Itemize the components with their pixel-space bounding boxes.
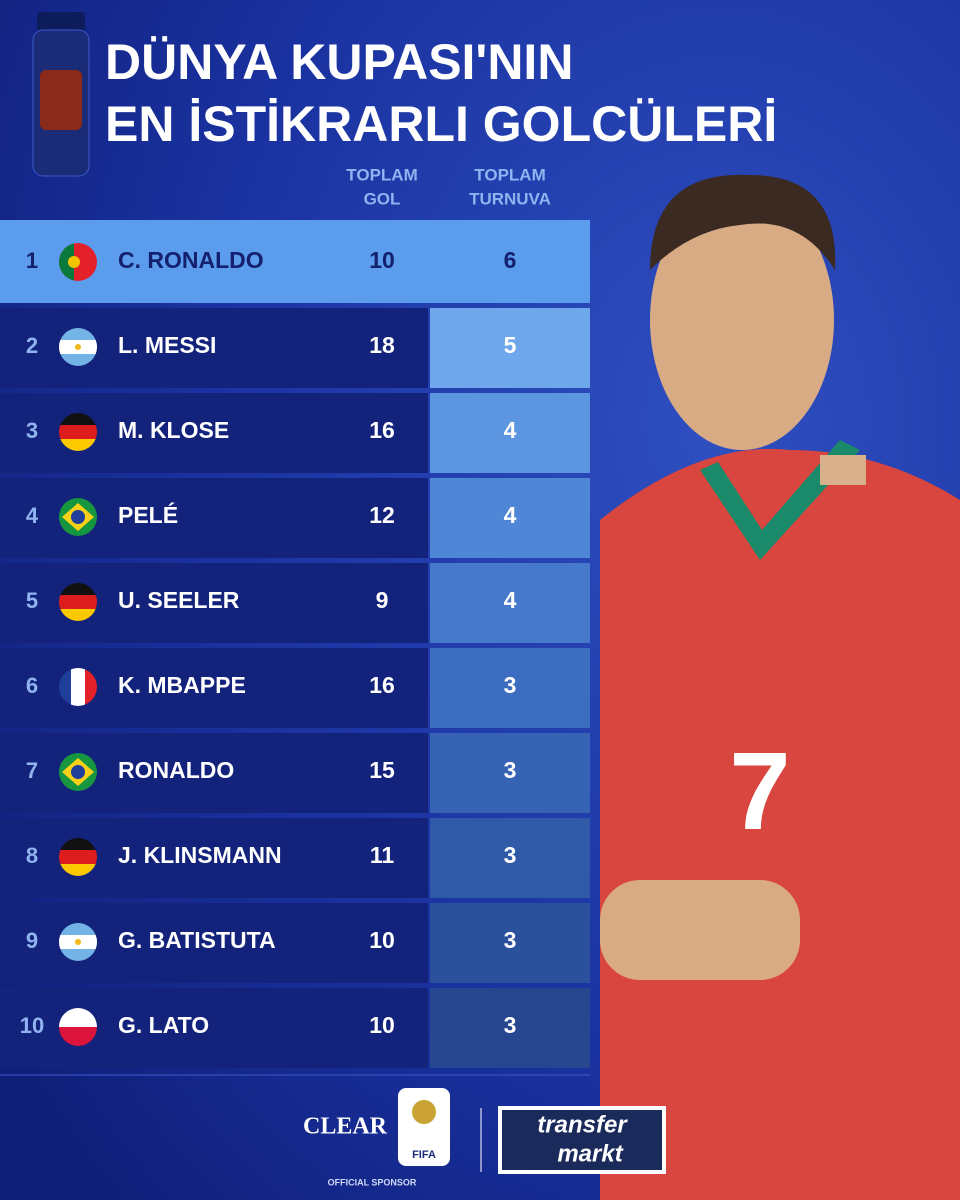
goals: 10 — [369, 1012, 395, 1038]
tournaments: 5 — [504, 332, 517, 358]
partner-line: markt — [557, 1140, 623, 1167]
title-line: EN İSTİKRARLI GOLCÜLERİ — [105, 96, 777, 152]
tournaments: 3 — [504, 672, 517, 698]
goals: 12 — [369, 502, 395, 528]
row-cell — [430, 308, 590, 388]
player-name: C. RONALDO — [118, 247, 264, 273]
row-cell — [430, 988, 590, 1068]
goals: 15 — [369, 757, 395, 783]
rank: 3 — [26, 418, 38, 443]
rank: 6 — [26, 673, 38, 698]
goals: 16 — [369, 672, 395, 698]
rank: 7 — [26, 758, 38, 783]
transfermarkt-logo: transfer markt — [498, 1106, 666, 1174]
row-cell — [430, 818, 590, 898]
player-name: K. MBAPPE — [118, 672, 246, 698]
goals: 10 — [369, 247, 395, 273]
sponsor-logo: CLEAR — [303, 1114, 388, 1140]
rank: 8 — [26, 843, 38, 868]
tournaments: 3 — [504, 842, 517, 868]
row-cell — [430, 733, 590, 813]
fifa-label: FIFA — [412, 1149, 436, 1161]
row-cell — [430, 563, 590, 643]
row-cell — [430, 478, 590, 558]
row-cell — [430, 648, 590, 728]
player-name: M. KLOSE — [118, 417, 229, 443]
goals: 9 — [376, 587, 389, 613]
tournaments: 3 — [504, 757, 517, 783]
row-cell — [430, 393, 590, 473]
row-highlight — [0, 220, 590, 303]
goals: 10 — [369, 927, 395, 953]
column-header: TOPLAM — [474, 165, 545, 184]
fifa-emblem: FIFA — [398, 1088, 450, 1166]
tournaments: 6 — [504, 247, 517, 273]
column-header: TURNUVA — [469, 189, 551, 208]
title-line: DÜNYA KUPASI'NIN — [105, 34, 573, 90]
partner-line: transfer — [537, 1111, 628, 1138]
goals: 11 — [370, 842, 395, 868]
rank: 1 — [26, 248, 38, 273]
player-photo: 7 — [600, 174, 960, 1200]
goals: 18 — [369, 332, 395, 358]
tournaments: 4 — [504, 587, 517, 613]
tournaments: 3 — [504, 927, 517, 953]
player-name: G. LATO — [118, 1012, 209, 1038]
tournaments: 3 — [504, 1012, 517, 1038]
goals: 16 — [369, 417, 395, 443]
column-header: GOL — [364, 189, 401, 208]
rank: 9 — [26, 928, 38, 953]
shirt-number: 7 — [729, 730, 790, 853]
row-cell — [430, 903, 590, 983]
player-name: L. MESSI — [118, 332, 216, 358]
player-name: PELÉ — [118, 501, 178, 528]
product-bottle — [32, 12, 90, 177]
player-name: G. BATISTUTA — [118, 927, 276, 953]
player-name: J. KLINSMANN — [118, 842, 282, 868]
player-name: U. SEELER — [118, 587, 240, 613]
sponsor-note: OFFICIAL SPONSOR — [328, 1177, 417, 1187]
rank: 5 — [26, 588, 38, 613]
column-header: TOPLAM — [346, 165, 417, 184]
rank: 4 — [26, 503, 39, 528]
rank: 10 — [20, 1013, 44, 1038]
tournaments: 4 — [504, 417, 517, 443]
player-name: RONALDO — [118, 757, 234, 783]
tournaments: 4 — [504, 502, 517, 528]
rank: 2 — [26, 333, 38, 358]
